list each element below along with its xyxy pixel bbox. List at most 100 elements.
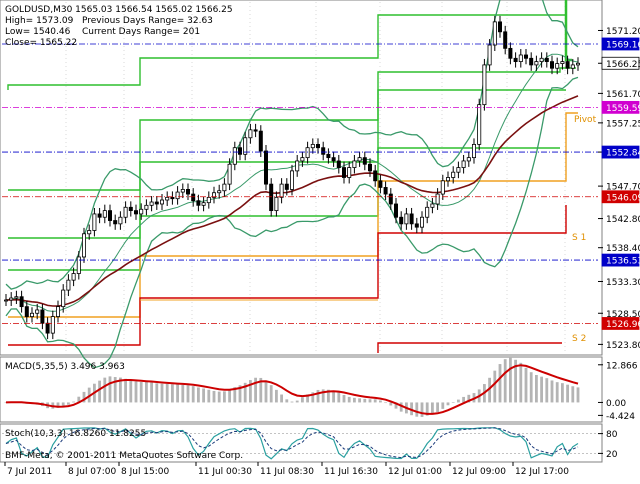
candle-body: [87, 230, 92, 235]
candle-body: [139, 208, 144, 215]
macd-bar: [301, 397, 304, 403]
pivot-label: Pivot: [574, 115, 597, 125]
candle-body: [185, 189, 190, 195]
candle-body: [471, 143, 476, 159]
macd-bar: [56, 402, 60, 408]
candle-body: [300, 157, 305, 162]
time-axis: 7 Jul 2011 8 Jul 07:00 8 Jul 15:00 11 Jul 0…: [4, 462, 569, 477]
candle-body: [279, 183, 284, 198]
time-tick-label: 12 Jul 01:00: [388, 467, 442, 477]
candle-body: [9, 297, 14, 301]
macd-bar: [514, 359, 517, 403]
macd-bar: [103, 377, 107, 403]
stoch-tick-label: 20: [606, 450, 618, 460]
macd-bar: [243, 382, 247, 403]
candle-body: [393, 203, 398, 218]
candle-body: [477, 104, 482, 145]
candle-body: [50, 316, 55, 334]
candle-body: [357, 157, 362, 162]
stoch-axis: 80 20: [598, 430, 618, 460]
macd-bar: [67, 402, 70, 405]
macd-bar: [347, 396, 351, 403]
level-badge: [601, 145, 640, 159]
candle-body: [24, 306, 29, 317]
macd-bar: [280, 394, 283, 403]
candle-body: [217, 190, 222, 194]
candle-body: [269, 183, 274, 212]
candle-body: [149, 201, 154, 206]
candle-body: [451, 171, 456, 178]
footer-credit: BMF-Meta, © 2001-2011 MetaQuotes Softwar…: [5, 451, 243, 461]
candle-body: [404, 213, 409, 225]
macd-bar: [82, 391, 86, 403]
candle-body: [560, 61, 565, 64]
candle-body: [248, 129, 253, 139]
price-tick-label: 1538.40: [606, 244, 640, 254]
candle-body: [497, 21, 502, 33]
macd-bar: [4, 402, 8, 404]
symbol-line: GOLDUSD,M30 1565.03 1566.54 1565.02 1566…: [5, 5, 233, 15]
macd-bar: [72, 401, 75, 403]
macd-bar: [576, 387, 580, 403]
macd-bar: [332, 390, 335, 403]
time-tick-label: 12 Jul 09:00: [452, 467, 506, 477]
macd-bar: [160, 383, 164, 403]
macd-bar: [311, 392, 315, 403]
macd-bar: [358, 398, 361, 403]
macd-bar: [124, 378, 127, 403]
candle-body: [97, 213, 102, 218]
level-badge: [601, 190, 640, 204]
candle-body: [108, 210, 113, 221]
macd-bar: [207, 389, 211, 403]
macd-bar: [223, 391, 226, 403]
candle-body: [321, 147, 326, 155]
candle-body: [419, 216, 424, 228]
price-tick-label: 1528.50: [606, 310, 640, 320]
candle-body: [237, 147, 242, 155]
macd-bar: [197, 387, 200, 403]
candle-body: [165, 196, 170, 201]
candle-body: [159, 199, 164, 205]
level-badges: 1569.16 1566.25 1559.59 1552.84 1546.09 1536.…: [601, 37, 640, 330]
macd-tick-label: -4.424: [606, 412, 635, 422]
candle-body: [550, 61, 555, 69]
macd-bar: [441, 402, 445, 409]
candle-body: [305, 147, 310, 159]
candle-body: [492, 21, 497, 46]
macd-bar: [545, 378, 549, 403]
candle-body: [362, 157, 367, 165]
candle-body: [347, 167, 352, 178]
price-tick-label: 1542.80: [606, 215, 640, 225]
macd-bar: [275, 389, 278, 403]
macd-bar: [561, 383, 564, 403]
level-badge: [601, 253, 640, 267]
s2-label: S 2: [572, 334, 586, 344]
macd-bar: [425, 402, 429, 416]
candle-body: [373, 170, 378, 182]
candle-body: [180, 189, 185, 193]
candle-body: [544, 57, 549, 63]
macd-bar: [431, 402, 434, 414]
candle-body: [154, 201, 159, 205]
stochastic-lines: [2, 427, 598, 460]
candle-body: [76, 256, 81, 274]
candle-body: [123, 206, 128, 218]
candle-body: [128, 206, 133, 212]
macd-bar: [503, 359, 507, 403]
candle-body: [40, 309, 45, 324]
macd-bar: [155, 383, 159, 403]
level-badge-text: 1566.25: [606, 60, 640, 70]
level-badge: [601, 37, 640, 51]
candle-body: [4, 299, 9, 302]
candle-body: [513, 57, 518, 63]
candle-body: [399, 216, 404, 225]
price-tick-label: 1533.30: [606, 278, 640, 288]
macd-bar: [571, 386, 575, 403]
macd-bar: [191, 386, 195, 403]
macd-signal: [5, 364, 579, 415]
macd-bar: [373, 399, 377, 403]
macd-bar: [316, 389, 320, 403]
candle-body: [352, 160, 357, 168]
macd-tick-label: 0.00: [606, 399, 626, 409]
candle-body: [56, 306, 61, 317]
